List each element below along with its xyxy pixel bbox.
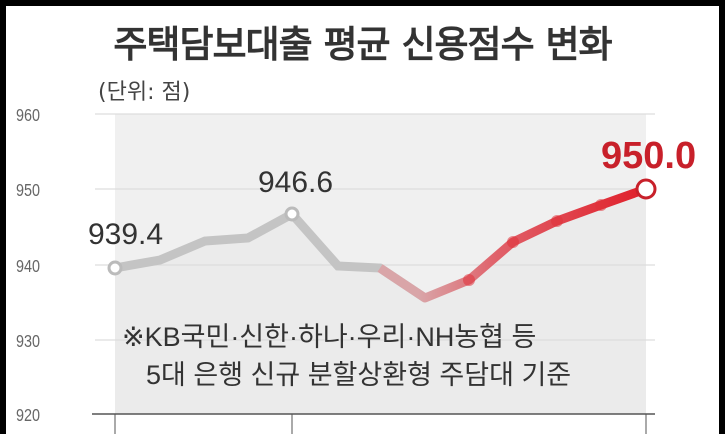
ytick-920: 920 — [16, 406, 40, 426]
unit-label: (단위: 점) — [98, 80, 191, 105]
chart-frame: 주택담보대출 평균 신용점수 변화 (단위: 점) 960 — [6, 6, 719, 434]
annotation-line-2: 5대 은행 신규 분할상환형 주담대 기준 — [146, 360, 571, 390]
y-axis-labels: 960 950 940 930 920 — [16, 106, 40, 426]
ytick-950: 950 — [16, 181, 40, 201]
ytick-930: 930 — [16, 332, 40, 352]
annotation-line-1: ※KB국민·신한·하나·우리·NH농협 등 — [122, 322, 536, 352]
ytick-960: 960 — [16, 106, 40, 126]
value-label-end: 950.0 — [601, 135, 696, 177]
line-chart: 960 950 940 930 920 939.4 946.6 950.0 ※K… — [16, 106, 696, 434]
x-ticks — [114, 414, 647, 434]
chart-title: 주택담보대출 평균 신용점수 변화 — [113, 23, 612, 66]
value-label-peak: 946.6 — [258, 166, 333, 199]
value-label-start: 939.4 — [88, 218, 163, 251]
series-line-gray — [114, 208, 428, 302]
point-marker-peak — [284, 206, 300, 222]
red-point-markers — [463, 199, 607, 286]
point-marker-end — [635, 178, 657, 200]
ytick-940: 940 — [16, 257, 40, 277]
point-marker-start — [107, 260, 123, 276]
